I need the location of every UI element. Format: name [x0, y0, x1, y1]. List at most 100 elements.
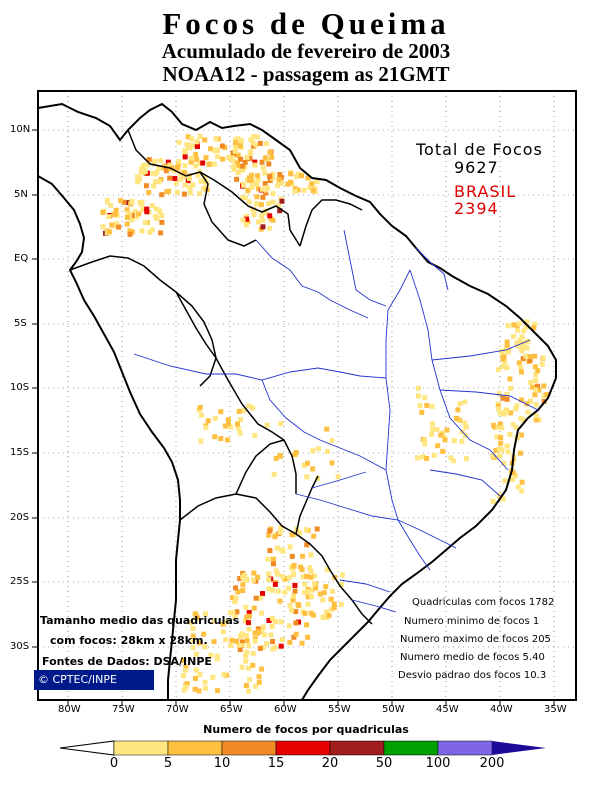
fire-cell	[302, 581, 308, 587]
fire-cell	[287, 639, 293, 645]
fire-cell	[189, 155, 194, 161]
fire-cell	[234, 609, 240, 615]
fire-cell	[286, 575, 292, 580]
fire-cell	[186, 173, 192, 179]
fire-cell	[137, 200, 143, 206]
fire-cell	[202, 137, 208, 143]
lon-label-80w: 80W	[58, 704, 81, 715]
fire-cell	[490, 453, 496, 459]
fire-cell	[295, 187, 301, 193]
fire-cell	[193, 152, 199, 158]
fire-cell	[329, 607, 335, 612]
fire-cell	[519, 397, 524, 403]
fire-cell	[158, 158, 164, 163]
fire-cell	[242, 572, 248, 578]
legend-tick-label: 200	[479, 756, 505, 771]
fire-cell	[536, 417, 542, 423]
fire-cell	[147, 229, 153, 235]
fire-cell	[515, 484, 521, 490]
fire-cell	[490, 498, 496, 504]
fire-cell	[187, 190, 193, 196]
fire-cell	[417, 403, 423, 409]
fire-cell	[501, 460, 507, 466]
lat-label-10s: 10S	[10, 382, 30, 393]
lat-label-eq: EQ	[14, 253, 29, 264]
fire-cell	[440, 448, 446, 454]
fire-cell	[335, 474, 341, 480]
fire-cell	[159, 219, 165, 225]
legend-tick-label: 100	[425, 756, 451, 771]
fire-cell	[256, 679, 262, 685]
fire-cell	[195, 172, 201, 178]
fire-cell	[242, 159, 248, 165]
fire-cell	[238, 417, 244, 423]
lat-label-10n: 10N	[10, 124, 31, 135]
fire-cell	[290, 597, 296, 603]
fire-cell	[235, 136, 241, 142]
fire-cell	[211, 639, 217, 645]
fire-cell	[212, 434, 218, 440]
fire-cell	[203, 155, 209, 161]
fire-cell	[235, 421, 240, 427]
fire-cell	[250, 143, 256, 149]
fire-cell	[331, 605, 337, 611]
fire-cell	[454, 415, 460, 421]
brasil-label: BRASIL	[454, 182, 517, 201]
fire-cell	[162, 163, 168, 169]
fire-cell	[516, 360, 522, 366]
fire-cell	[510, 422, 516, 428]
fire-cell	[508, 410, 514, 416]
fire-cell	[299, 173, 304, 179]
fire-cell	[174, 189, 180, 195]
fire-cell	[270, 191, 276, 197]
fire-cell	[259, 186, 265, 192]
fire-cell	[182, 149, 188, 155]
fire-cell	[200, 160, 206, 166]
fire-cell	[266, 532, 272, 538]
fire-cell	[293, 609, 299, 614]
fire-cell	[307, 565, 313, 571]
fire-cell	[292, 186, 298, 192]
fire-cell	[260, 194, 266, 200]
fire-cell	[235, 589, 241, 595]
fire-cell	[256, 674, 262, 680]
fire-cell	[285, 181, 291, 187]
fire-cell	[193, 651, 199, 657]
fire-cell	[272, 581, 278, 587]
fire-cell	[416, 393, 421, 399]
fire-cell	[223, 619, 229, 625]
fire-cell	[520, 356, 526, 362]
fire-cell	[511, 322, 517, 328]
lat-label-15s: 15S	[10, 447, 30, 458]
fire-cell	[271, 471, 277, 477]
fire-cell	[261, 210, 267, 216]
fire-cell	[283, 576, 289, 582]
fire-cell	[519, 432, 525, 438]
fire-cell	[118, 198, 124, 204]
fire-cell	[195, 615, 200, 621]
fire-cell	[138, 170, 144, 176]
fire-cell	[181, 687, 187, 693]
fire-cell	[289, 532, 295, 538]
fire-cell	[308, 574, 314, 580]
fire-cell	[244, 576, 250, 582]
fire-cell	[187, 176, 192, 181]
brasil-value: 2394	[454, 199, 499, 218]
fire-cell	[257, 595, 263, 601]
fire-cell	[202, 644, 208, 650]
fire-cell	[518, 364, 523, 370]
fire-cell	[291, 593, 296, 599]
fire-cell	[524, 345, 530, 351]
fire-cell	[146, 157, 152, 163]
fire-cell	[121, 199, 127, 205]
fire-cell	[220, 621, 226, 627]
fire-cell	[451, 438, 457, 444]
fire-cell	[533, 417, 539, 423]
fire-cell	[438, 432, 444, 438]
fire-cell	[519, 479, 525, 485]
fire-cell	[175, 165, 181, 171]
fire-cell	[504, 365, 510, 371]
fire-cell	[247, 677, 253, 683]
fire-cell	[278, 421, 284, 427]
fire-cell	[329, 460, 335, 466]
